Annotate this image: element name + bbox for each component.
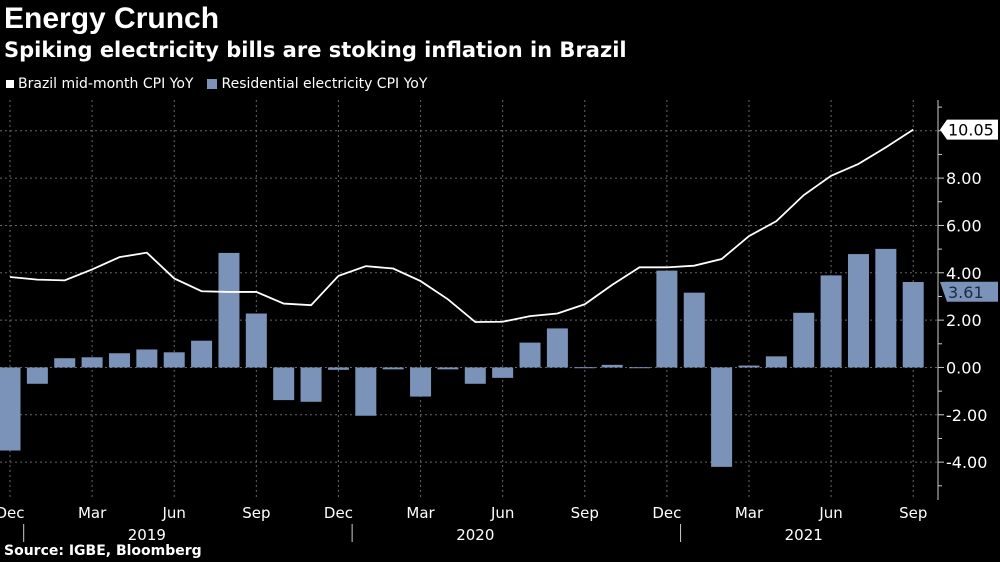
bar: [273, 367, 295, 401]
bar: [683, 292, 705, 368]
y-tick-label: 0.00: [946, 358, 982, 377]
bar: [847, 254, 869, 368]
bar: [54, 358, 76, 368]
cpi-last-value-label-bg: [940, 119, 998, 140]
chart-subtitle: Spiking electricity bills are stoking in…: [4, 38, 627, 62]
bar: [437, 367, 459, 370]
electricity-last-value-label: 3.61: [948, 283, 984, 302]
bar: [136, 349, 158, 368]
x-tick-label: Sep: [571, 504, 599, 522]
bar: [382, 367, 404, 370]
bar: [656, 270, 678, 368]
bar: [327, 367, 349, 370]
x-tick-label: Dec: [0, 504, 25, 522]
legend: Brazil mid-month CPI YoY Residential ele…: [6, 76, 427, 92]
bar: [410, 367, 432, 397]
bar: [300, 367, 322, 402]
y-tick-label: 6.00: [946, 216, 982, 235]
legend-swatch: [207, 79, 218, 89]
bar: [0, 367, 21, 451]
x-tick-label: Sep: [242, 504, 270, 522]
bar: [902, 282, 924, 368]
bar: [711, 367, 733, 467]
bar: [765, 356, 787, 368]
bar: [574, 367, 596, 369]
bar: [738, 365, 760, 368]
y-tick-label: -2.00: [946, 406, 987, 425]
bar: [26, 367, 48, 384]
y-tick-label: -4.00: [946, 453, 987, 472]
x-year-label: 2019: [128, 526, 166, 544]
electricity-last-value-label-bg: [940, 281, 998, 302]
y-tick-label: 4.00: [946, 264, 982, 283]
x-tick-label: Jun: [490, 504, 514, 522]
legend-label: Residential electricity CPI YoY: [221, 76, 428, 92]
x-year-label: 2021: [785, 526, 823, 544]
x-tick-label: Jun: [162, 504, 186, 522]
legend-item-cpi: Brazil mid-month CPI YoY: [6, 76, 193, 92]
y-tick-label: 2.00: [946, 311, 982, 330]
bar: [81, 357, 103, 368]
legend-label: Brazil mid-month CPI YoY: [18, 76, 194, 92]
x-year-label: 2020: [456, 526, 494, 544]
cpi-line: [9, 128, 914, 323]
bar: [546, 328, 568, 368]
legend-item-electricity: Residential electricity CPI YoY: [207, 76, 427, 92]
bar: [218, 252, 240, 368]
bar: [492, 367, 514, 378]
chart-title: Energy Crunch: [4, 2, 220, 35]
x-tick-label: Mar: [406, 504, 435, 522]
bar: [191, 340, 213, 368]
x-tick-label: Mar: [735, 504, 764, 522]
x-tick-label: Dec: [652, 504, 681, 522]
y-tick-label: 8.00: [946, 169, 982, 188]
bar: [820, 275, 842, 368]
bar: [108, 353, 130, 368]
x-tick-label: Dec: [324, 504, 353, 522]
bar: [245, 313, 267, 368]
cpi-last-value-label: 10.05: [948, 121, 994, 140]
bar: [875, 248, 897, 368]
x-tick-label: Sep: [899, 504, 927, 522]
bar: [163, 352, 185, 368]
x-tick-label: Jun: [818, 504, 842, 522]
bar: [519, 342, 541, 368]
bar: [355, 367, 377, 416]
bar: [629, 367, 651, 369]
x-tick-label: Mar: [78, 504, 107, 522]
bar: [601, 364, 623, 368]
bar: [464, 367, 486, 384]
bar: [793, 312, 815, 368]
legend-swatch: [6, 80, 14, 88]
source-note: Source: IGBE, Bloomberg: [4, 543, 202, 559]
